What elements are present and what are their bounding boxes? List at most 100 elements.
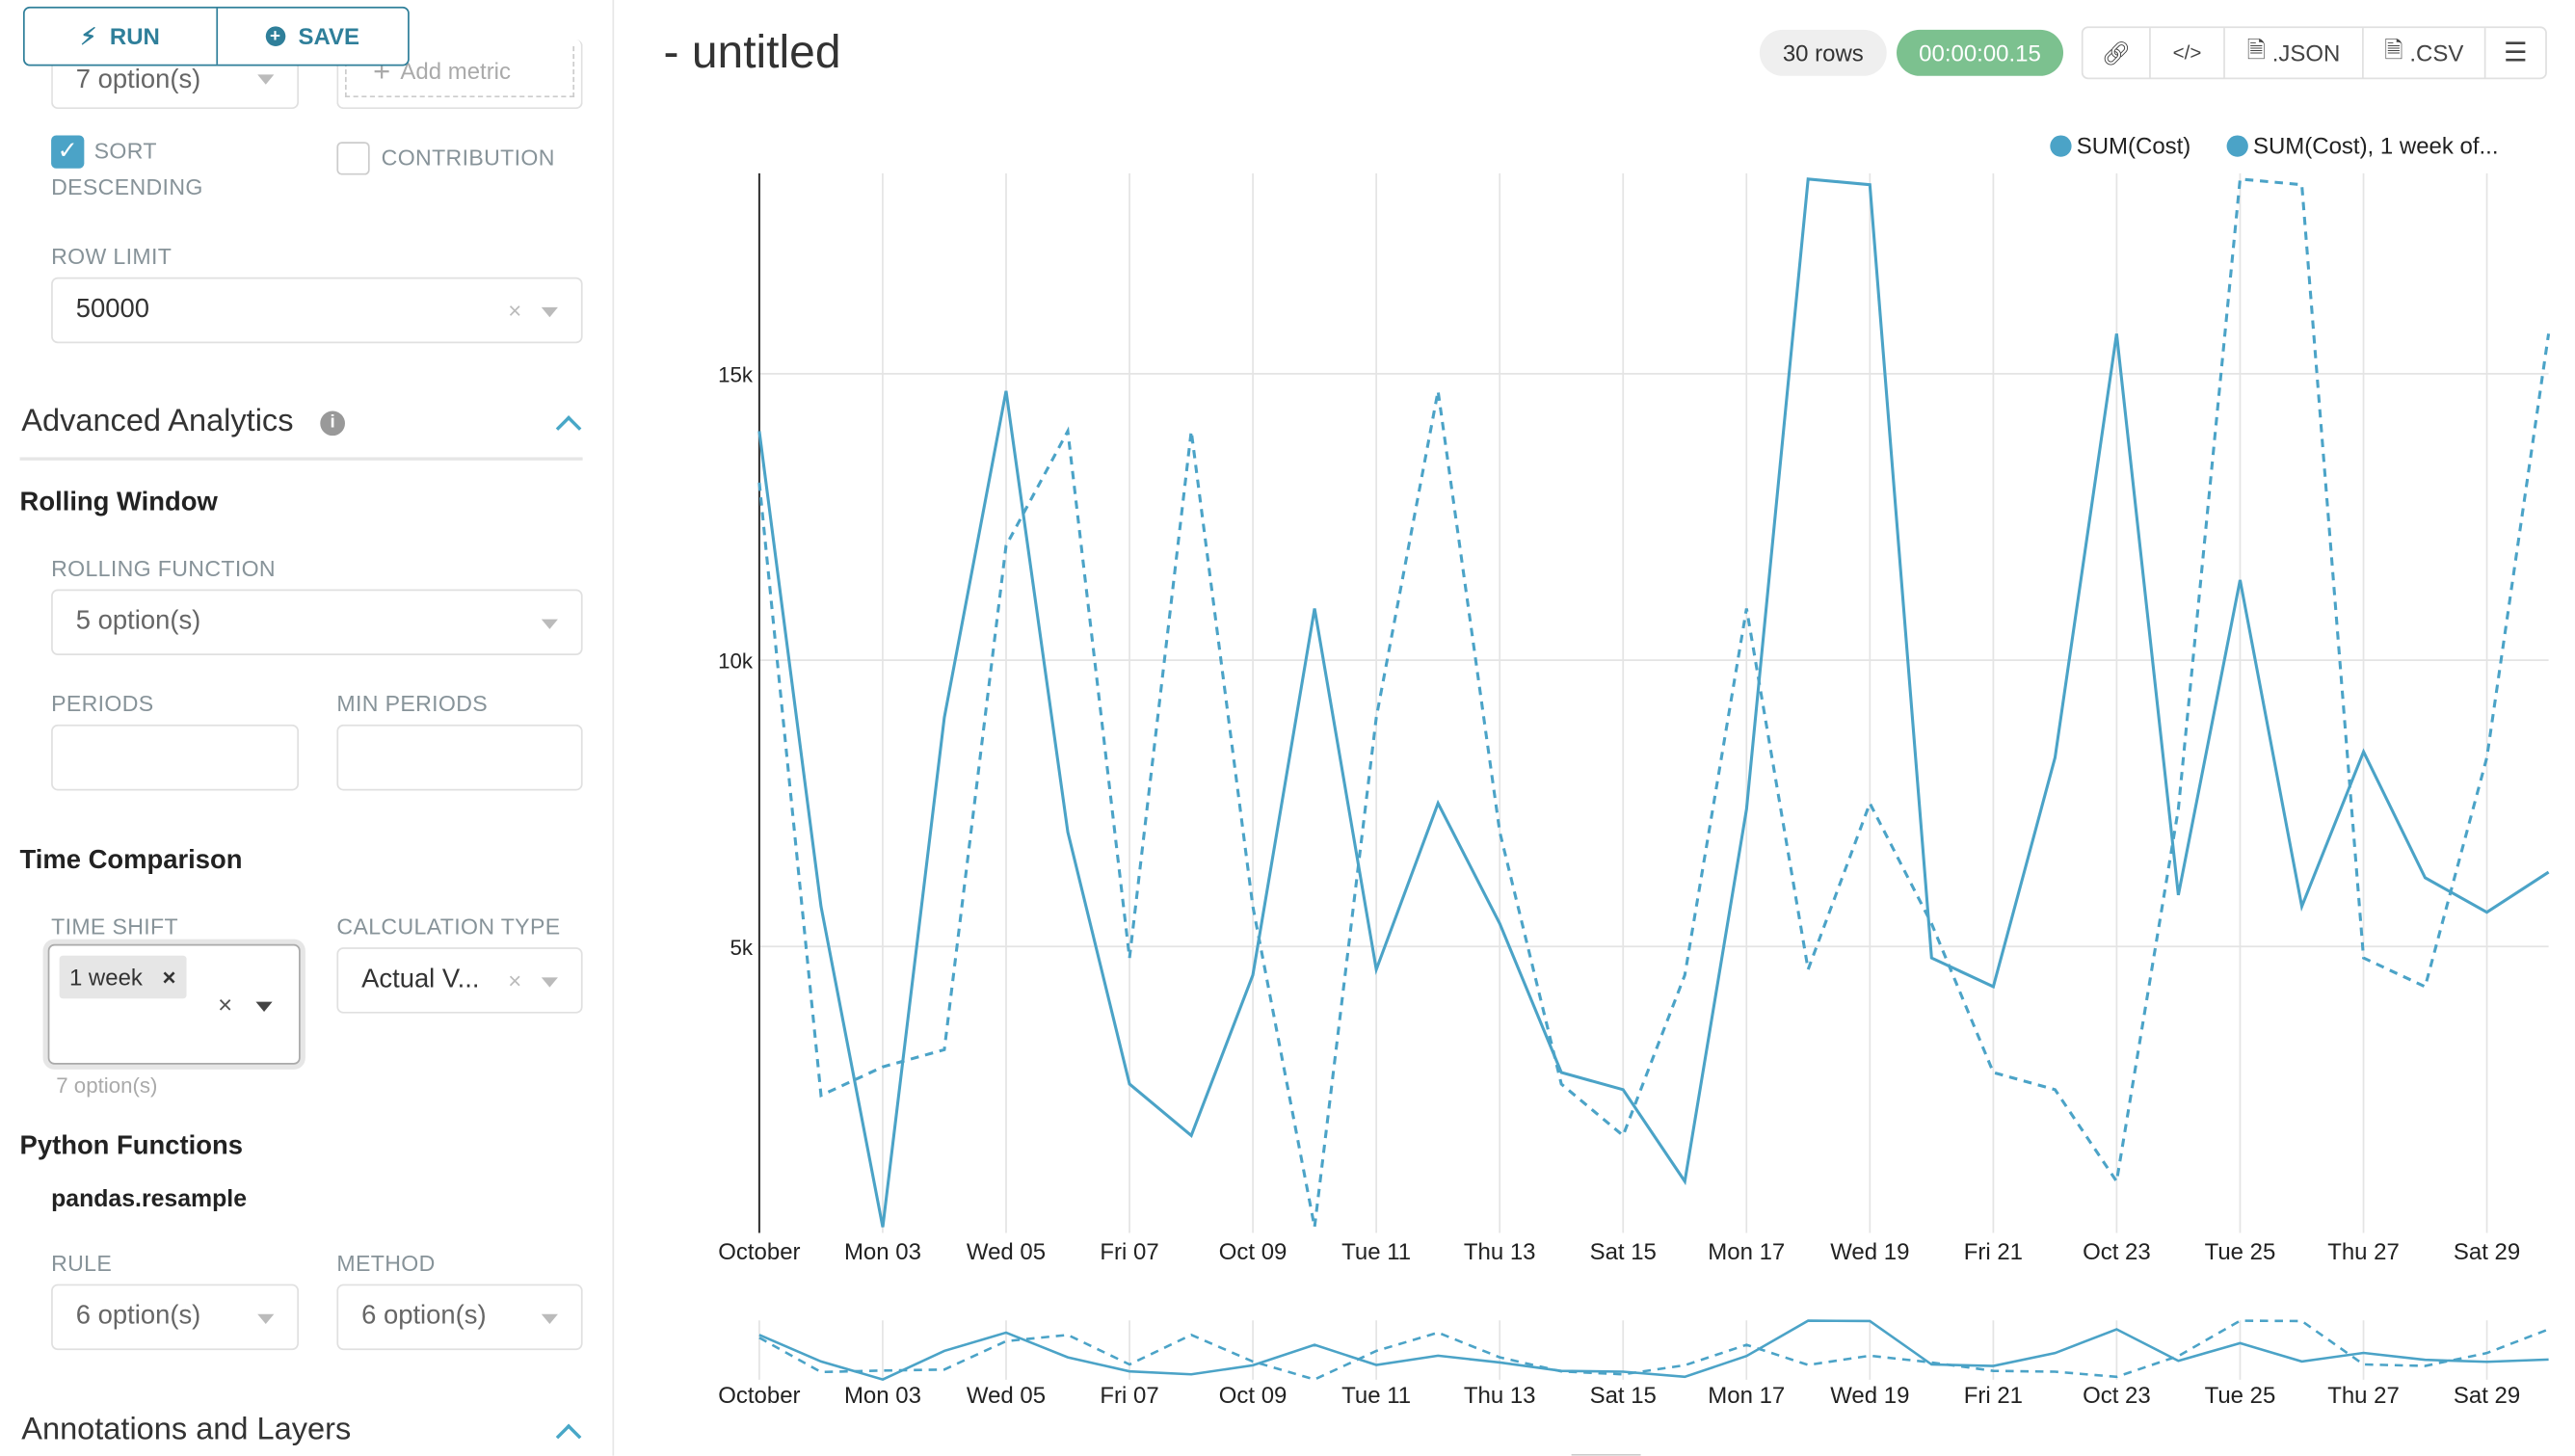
info-icon: i bbox=[320, 410, 345, 437]
x-tick-label: Tue 11 bbox=[1341, 1239, 1411, 1265]
brush-x-tick-label: Mon 03 bbox=[844, 1383, 921, 1409]
brush-series-line-sum-cost-1-week bbox=[758, 1319, 2550, 1381]
annotations-header[interactable]: Annotations and Layers bbox=[21, 1413, 352, 1448]
time-shift-select[interactable]: 1 week × × bbox=[47, 943, 301, 1065]
contribution-checkbox[interactable] bbox=[336, 142, 370, 175]
min-periods-input[interactable] bbox=[336, 724, 583, 791]
x-tick-label: Sat 15 bbox=[1590, 1239, 1657, 1265]
pandas-resample-label: pandas.resample bbox=[51, 1186, 248, 1213]
brush-x-tick-label: Thu 13 bbox=[1464, 1383, 1536, 1409]
run-save-group: ⚡︎ RUN + SAVE bbox=[22, 6, 410, 66]
calculation-type-select[interactable]: Actual V... × bbox=[336, 947, 583, 1014]
calculation-type-label: CALCULATION TYPE bbox=[336, 913, 561, 940]
run-button[interactable]: ⚡︎ RUN bbox=[25, 8, 218, 65]
min-periods-label: MIN PERIODS bbox=[336, 691, 489, 717]
x-tick-label: Oct 23 bbox=[2083, 1239, 2151, 1265]
brush-x-tick-label: Oct 23 bbox=[2083, 1383, 2151, 1409]
control-panel: ⚡︎ RUN + SAVE 7 option(s) + Add metric ✓ SO… bbox=[0, 0, 615, 1456]
check-icon: ✓ bbox=[57, 137, 78, 166]
row-limit-label: ROW LIMIT bbox=[51, 244, 173, 270]
brush-x-tick-label: Sat 15 bbox=[1590, 1383, 1657, 1409]
rolling-window-title: Rolling Window bbox=[19, 488, 218, 517]
chart-title[interactable]: - untitled bbox=[663, 26, 841, 78]
periods-label: PERIODS bbox=[51, 691, 154, 717]
rule-select[interactable]: 6 option(s) bbox=[51, 1284, 300, 1351]
chevron-down-icon bbox=[541, 1313, 558, 1325]
row-limit-select[interactable]: 50000 × bbox=[51, 277, 583, 344]
time-shift-hint: 7 option(s) bbox=[56, 1072, 158, 1099]
x-tick-label: Sat 29 bbox=[2454, 1239, 2520, 1265]
time-shift-tag: 1 week × bbox=[59, 955, 186, 999]
rolling-function-select[interactable]: 5 option(s) bbox=[51, 589, 583, 655]
file-text-icon: 🗎︎ bbox=[2384, 36, 2403, 64]
brush-x-tick-label: Oct 09 bbox=[1219, 1383, 1288, 1409]
brush-x-tick-label: Fri 07 bbox=[1100, 1383, 1158, 1409]
contribution-label: CONTRIBUTION bbox=[381, 145, 555, 171]
x-tick-label: Mon 17 bbox=[1708, 1239, 1785, 1265]
sort-label: SORT bbox=[93, 138, 157, 164]
chevron-down-icon bbox=[541, 306, 558, 318]
brush-x-tick-label: Wed 19 bbox=[1830, 1383, 1909, 1409]
series-line-sum-cost bbox=[757, 177, 2550, 1228]
method-label: METHOD bbox=[336, 1251, 436, 1277]
x-tick-label: Thu 13 bbox=[1464, 1239, 1536, 1265]
bolt-icon: ⚡︎ bbox=[80, 22, 97, 49]
x-tick-label: Wed 19 bbox=[1830, 1239, 1909, 1265]
sort-label-2: DESCENDING bbox=[51, 174, 203, 200]
x-tick-label: Fri 21 bbox=[1964, 1239, 2023, 1265]
row-count-badge: 30 rows bbox=[1759, 29, 1887, 76]
y-tick-label: 10k bbox=[718, 649, 754, 674]
export-csv-button[interactable]: 🗎︎ .CSV bbox=[2364, 28, 2486, 78]
clear-icon[interactable]: × bbox=[218, 992, 233, 1020]
chevron-down-icon bbox=[257, 1313, 275, 1325]
rolling-function-label: ROLLING FUNCTION bbox=[51, 556, 276, 581]
code-icon: </> bbox=[2172, 40, 2202, 65]
chevron-down-icon bbox=[257, 73, 275, 84]
x-tick-label: Oct 09 bbox=[1219, 1239, 1288, 1265]
brush-x-tick-label: Fri 21 bbox=[1964, 1383, 2023, 1409]
brush-x-tick-label: Mon 17 bbox=[1708, 1383, 1785, 1409]
y-tick-label: 5k bbox=[730, 936, 754, 960]
legend-item-sum-cost-1-week[interactable]: SUM(Cost), 1 week of... bbox=[2226, 132, 2499, 158]
legend-dot bbox=[2050, 134, 2072, 156]
brush-x-tick-label: Thu 27 bbox=[2327, 1383, 2400, 1409]
brush-series-line-sum-cost bbox=[758, 1319, 2549, 1381]
x-tick-label: Thu 27 bbox=[2327, 1239, 2400, 1265]
rule-label: RULE bbox=[51, 1251, 113, 1277]
brush-x-tick-label: October bbox=[718, 1383, 800, 1409]
divider bbox=[19, 457, 583, 461]
menu-button[interactable]: ☰ bbox=[2486, 28, 2546, 77]
link-button[interactable]: 🔗︎ bbox=[2084, 28, 2151, 78]
x-tick-label: Wed 05 bbox=[967, 1239, 1046, 1265]
hamburger-icon: ☰ bbox=[2504, 40, 2528, 68]
timer-badge: 00:00:00.15 bbox=[1897, 29, 2064, 76]
x-tick-label: Mon 03 bbox=[844, 1239, 921, 1265]
brush-x-tick-label: Tue 11 bbox=[1341, 1383, 1411, 1409]
x-tick-label: Fri 07 bbox=[1100, 1239, 1158, 1265]
x-tick-label: Tue 25 bbox=[2205, 1239, 2276, 1265]
export-json-button[interactable]: 🗎︎ .JSON bbox=[2225, 28, 2364, 78]
series-line-sum-cost-1-week bbox=[757, 177, 2551, 1228]
sort-descending-checkbox[interactable]: ✓ bbox=[51, 135, 85, 169]
advanced-analytics-header[interactable]: Advanced Analytics bbox=[21, 404, 294, 439]
brush-x-tick-label: Wed 05 bbox=[967, 1383, 1046, 1409]
remove-tag-icon[interactable]: × bbox=[162, 964, 176, 991]
method-select[interactable]: 6 option(s) bbox=[336, 1284, 583, 1351]
time-shift-label: TIME SHIFT bbox=[51, 913, 178, 940]
chevron-down-icon bbox=[541, 977, 558, 988]
chevron-down-icon bbox=[541, 619, 558, 629]
embed-code-button[interactable]: </> bbox=[2151, 28, 2225, 78]
file-code-icon: 🗎︎ bbox=[2246, 36, 2266, 64]
legend-dot bbox=[2226, 134, 2248, 156]
clear-icon[interactable]: × bbox=[508, 297, 522, 324]
link-icon: 🔗︎ bbox=[2101, 39, 2132, 66]
periods-input[interactable] bbox=[51, 724, 300, 791]
plus-circle-icon: + bbox=[265, 26, 285, 46]
x-tick-label: October bbox=[718, 1239, 800, 1265]
legend-item-sum-cost[interactable]: SUM(Cost) bbox=[2050, 132, 2190, 158]
brush-x-tick-label: Tue 25 bbox=[2205, 1383, 2276, 1409]
brush-x-tick-label: Sat 29 bbox=[2454, 1383, 2520, 1409]
save-button[interactable]: + SAVE bbox=[217, 9, 408, 65]
clear-icon[interactable]: × bbox=[508, 966, 522, 994]
